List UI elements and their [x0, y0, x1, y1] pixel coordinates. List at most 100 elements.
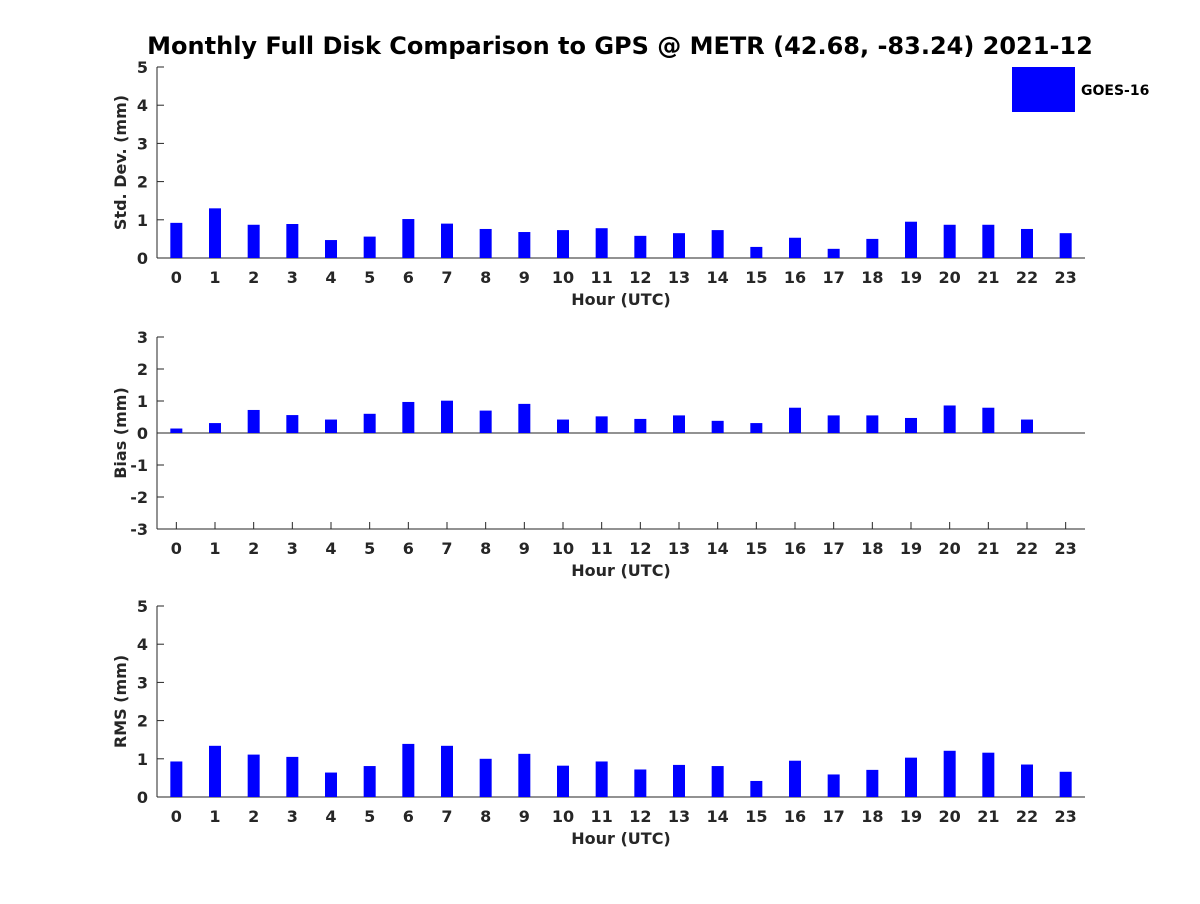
bar-hour-22 [1021, 419, 1033, 433]
bar-hour-8 [479, 758, 492, 797]
x-tick-label: 5 [364, 807, 375, 826]
x-tick-label: 11 [591, 268, 613, 287]
x-tick-label: 22 [1016, 807, 1038, 826]
bar-hour-21 [982, 407, 995, 433]
y-tick-label: 2 [137, 173, 148, 192]
bar-hour-3 [286, 415, 299, 433]
bar-hour-5 [363, 413, 376, 433]
bar-hour-13 [673, 764, 685, 797]
bar-hour-10 [557, 419, 569, 433]
x-tick-label: 0 [171, 268, 182, 287]
x-tick-label: 8 [480, 539, 491, 558]
bar-hour-16 [789, 237, 801, 258]
bar-hour-0 [170, 222, 183, 258]
x-tick-label: 8 [480, 807, 491, 826]
x-tick-label: 12 [629, 807, 651, 826]
x-tick-label: 10 [552, 268, 574, 287]
bar-hour-17 [827, 415, 840, 433]
bar-hour-2 [247, 224, 260, 258]
bar-hour-7 [441, 745, 453, 797]
bar-hour-15 [750, 780, 763, 797]
x-tick-label: 20 [939, 807, 961, 826]
bar-hour-4 [325, 772, 337, 797]
bar-hour-20 [943, 405, 956, 433]
bar-hour-12 [634, 769, 647, 797]
bar-hour-19 [905, 757, 917, 797]
x-tick-label: 5 [364, 268, 375, 287]
y-tick-label: 4 [137, 96, 148, 115]
x-tick-label: 10 [552, 807, 574, 826]
x-tick-label: 23 [1055, 539, 1077, 558]
x-tick-label: 19 [900, 807, 922, 826]
bar-hour-1 [209, 745, 221, 797]
x-tick-label: 6 [403, 268, 414, 287]
x-tick-label: 7 [441, 807, 452, 826]
x-tick-label: 21 [977, 268, 999, 287]
bar-hour-1 [209, 208, 221, 258]
x-tick-label: 19 [900, 268, 922, 287]
bar-hour-14 [711, 420, 724, 433]
x-axis-label: Hour (UTC) [571, 290, 671, 309]
x-tick-label: 0 [171, 807, 182, 826]
bar-hour-8 [479, 410, 492, 433]
x-tick-label: 20 [939, 268, 961, 287]
x-tick-label: 9 [519, 268, 530, 287]
x-tick-label: 18 [861, 268, 883, 287]
y-tick-label: 0 [137, 788, 148, 807]
x-tick-label: 7 [441, 268, 452, 287]
bar-hour-10 [557, 765, 569, 797]
bar-hour-7 [441, 400, 453, 433]
y-tick-label: 3 [137, 673, 148, 692]
x-tick-label: 23 [1055, 268, 1077, 287]
bar-hour-13 [673, 233, 685, 258]
x-tick-label: 9 [519, 539, 530, 558]
x-tick-label: 17 [823, 539, 845, 558]
y-tick-label: 2 [137, 360, 148, 379]
bar-hour-6 [402, 219, 415, 258]
x-tick-label: 3 [287, 268, 298, 287]
x-tick-label: 16 [784, 539, 806, 558]
y-tick-label: 0 [137, 249, 148, 268]
bar-hour-3 [286, 224, 299, 258]
x-tick-label: 8 [480, 268, 491, 287]
bar-hour-22 [1021, 228, 1033, 258]
x-tick-label: 15 [745, 807, 767, 826]
y-axis-label: Bias (mm) [111, 387, 130, 479]
bar-hour-10 [557, 230, 569, 258]
bar-hour-17 [827, 774, 840, 797]
bar-hour-1 [209, 423, 221, 433]
bar-hour-20 [943, 224, 956, 258]
bar-hour-5 [363, 236, 376, 258]
x-tick-label: 4 [325, 268, 336, 287]
x-tick-label: 12 [629, 268, 651, 287]
bar-hour-13 [673, 415, 685, 433]
x-tick-label: 19 [900, 539, 922, 558]
bar-hour-23 [1059, 771, 1072, 797]
bar-hour-8 [479, 228, 492, 258]
x-tick-label: 16 [784, 268, 806, 287]
bar-hour-19 [905, 417, 917, 433]
x-tick-label: 22 [1016, 539, 1038, 558]
y-tick-label: -2 [130, 488, 148, 507]
bar-hour-19 [905, 221, 917, 258]
x-tick-label: 6 [403, 539, 414, 558]
x-tick-label: 2 [248, 268, 259, 287]
y-tick-label: 1 [137, 392, 148, 411]
bar-hour-18 [866, 415, 879, 433]
x-axis-label: Hour (UTC) [571, 561, 671, 580]
bar-hour-2 [247, 409, 260, 433]
x-tick-label: 9 [519, 807, 530, 826]
bar-hour-16 [789, 760, 801, 797]
x-tick-label: 18 [861, 807, 883, 826]
x-tick-label: 11 [591, 539, 613, 558]
x-tick-label: 15 [745, 268, 767, 287]
x-tick-label: 6 [403, 807, 414, 826]
x-tick-label: 4 [325, 807, 336, 826]
x-tick-label: 2 [248, 539, 259, 558]
x-tick-label: 4 [325, 539, 336, 558]
bar-hour-15 [750, 246, 763, 258]
bar-hour-12 [634, 418, 647, 433]
legend-label-goes-16: GOES-16 [1081, 83, 1149, 99]
